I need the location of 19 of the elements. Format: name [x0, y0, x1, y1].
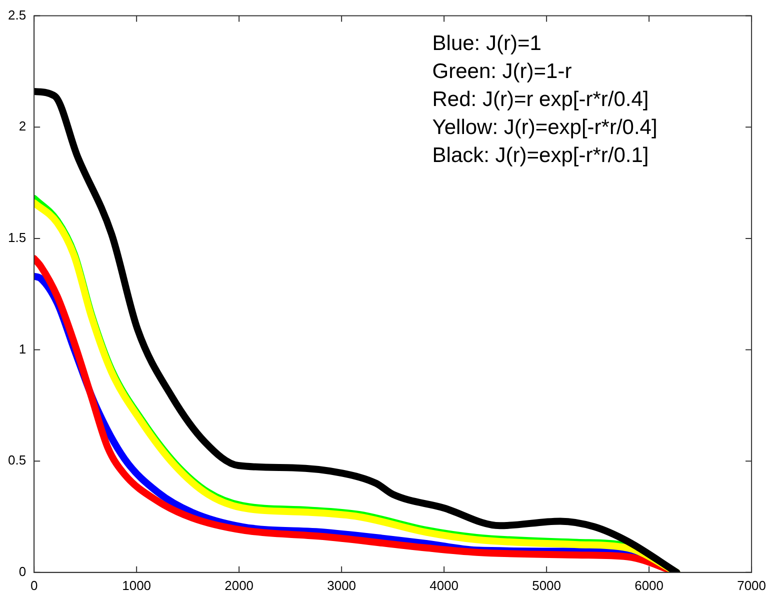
x-tick-label: 2000	[224, 578, 254, 593]
x-tick-label: 0	[30, 578, 38, 593]
annotation: Black: J(r)=exp[-r*r/0.1]	[432, 144, 649, 168]
annotation: Yellow: J(r)=exp[-r*r/0.4]	[432, 116, 658, 140]
y-tick-label: 0.5	[8, 452, 26, 468]
x-tick-label: 7000	[737, 578, 766, 593]
annotation: Green: J(r)=1-r	[432, 60, 572, 84]
y-tick-label: 1	[18, 341, 26, 356]
annotation: Red: J(r)=r exp[-r*r/0.4]	[432, 88, 649, 112]
y-tick-label: 2.5	[8, 7, 26, 22]
x-tick-label: 6000	[634, 578, 664, 593]
y-tick-label: 2	[18, 118, 26, 134]
x-tick-label: 5000	[532, 578, 562, 593]
y-tick-label: 1.5	[8, 230, 26, 246]
x-tick-label: 3000	[327, 578, 356, 593]
annotation: Blue: J(r)=1	[432, 32, 542, 56]
x-tick-label: 1000	[122, 578, 152, 593]
y-tick-label: 0	[18, 564, 26, 579]
x-tick-label: 4000	[430, 578, 459, 593]
